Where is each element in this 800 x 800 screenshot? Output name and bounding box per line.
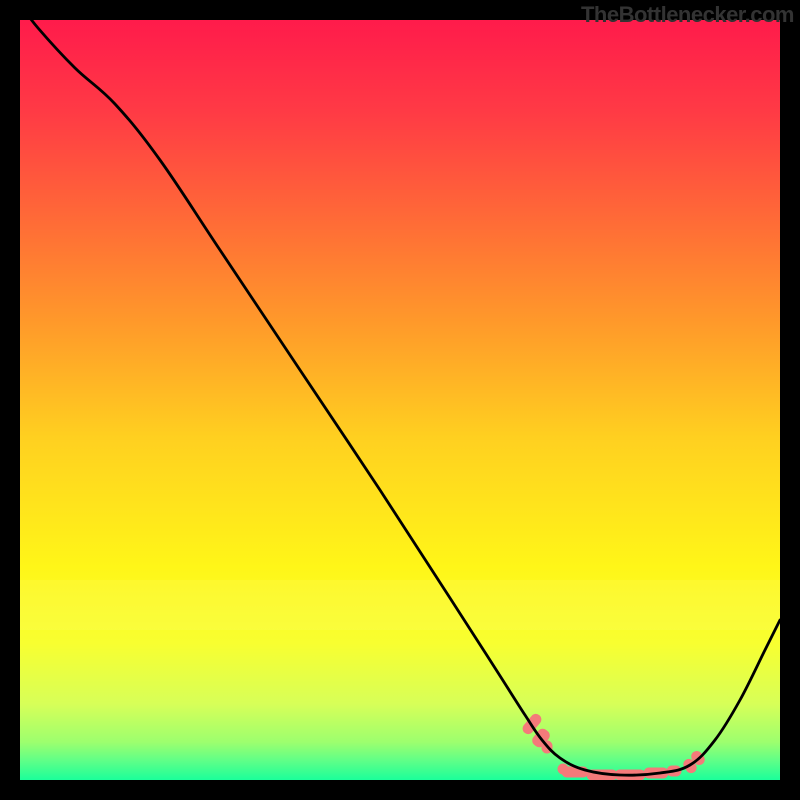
- chart-plot-area: [20, 20, 780, 780]
- chart-light-band: [20, 580, 780, 630]
- watermark-text: TheBottlenecker.com: [581, 2, 794, 27]
- watermark: TheBottlenecker.com: [581, 2, 794, 28]
- chart-background: [20, 20, 780, 780]
- chart-svg: [20, 20, 780, 780]
